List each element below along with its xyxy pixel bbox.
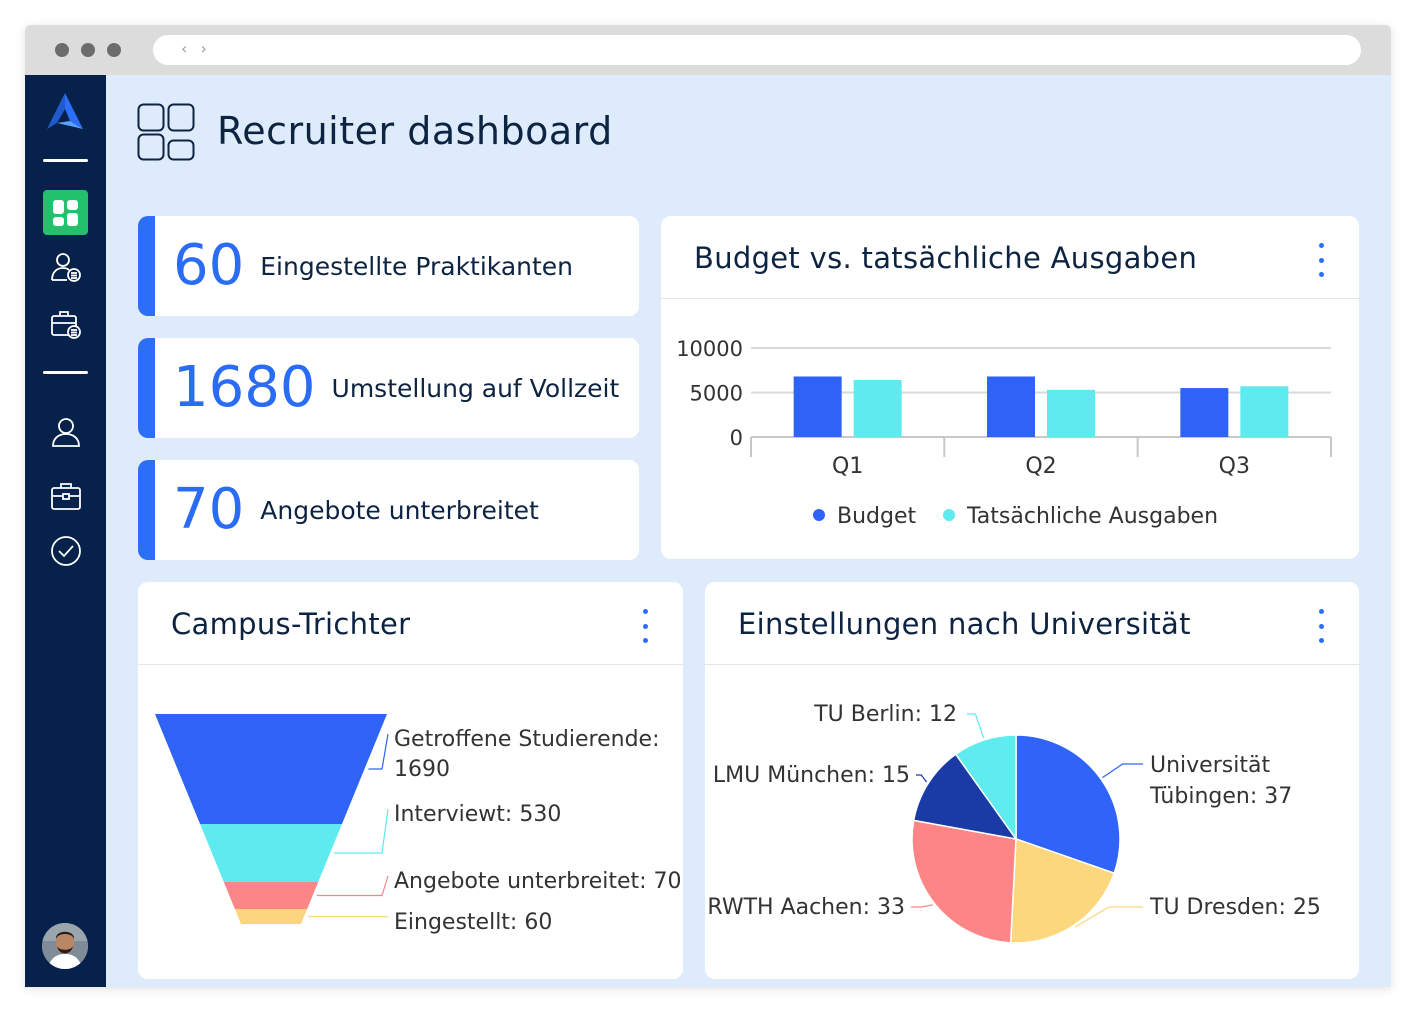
pie-label: RWTH Aachen: 33 [707,895,905,920]
card-divider [138,664,683,665]
legend-marker [943,509,955,521]
user-list-icon [51,253,81,282]
avatar[interactable] [42,923,88,969]
pie-label: Tübingen: 37 [1149,784,1292,809]
pie-connector [911,904,934,908]
university-pie-chart: Universität Tübingen: 37 TU Dresden: 25 RWT… [707,702,1321,944]
window-close-dot[interactable] [55,43,69,57]
kpi-value: 60 [173,233,245,298]
briefcase-list-icon [51,311,81,339]
pie-label: TU Dresden: 25 [1149,895,1321,920]
card-divider [705,664,1359,665]
browser-titlebar: ‹ › [25,25,1391,75]
card-divider [661,298,1359,299]
sidebar-divider [43,371,88,374]
budget-bar-chart: 10000 5000 0 Q1 Q2 Q3 Budget Tatsächliche Ausga… [676,337,1332,529]
campus-funnel-chart: Getroffene Studierende: 1690 Interviewt: 5… [155,714,682,935]
pie-slice [1009,837,1116,944]
bar-budget [793,376,842,437]
funnel-card-title: Campus-Trichter [171,607,411,641]
window-minimize-dot[interactable] [81,43,95,57]
logo-icon[interactable] [45,91,85,135]
funnel-label: Interviewt: 530 [394,802,561,827]
bar-actual [1240,386,1289,437]
sidebar-divider [43,159,88,162]
university-pie-card: Einstellungen nach Universität Universit… [705,582,1359,979]
bar-budget [1180,388,1229,437]
pie-connector [967,713,985,739]
window-maximize-dot[interactable] [107,43,121,57]
funnel-stage [155,714,387,824]
university-card-title: Einstellungen nach Universität [738,607,1191,641]
dashboard-grid-icon [52,199,78,226]
pie-label: TU Berlin: 12 [813,702,957,727]
bar-actual [1047,389,1095,437]
budget-card-menu-icon[interactable] [1317,243,1325,277]
funnel-label: Angebote unterbreitet: 70 [394,869,682,894]
bar-budget [987,376,1035,437]
budget-card-title: Budget vs. tatsächliche Ausgaben [694,241,1198,275]
pie-slice [912,753,1018,841]
university-card-menu-icon[interactable] [1317,609,1325,643]
page-title: Recruiter dashboard [217,109,613,153]
address-bar[interactable]: ‹ › [153,35,1361,65]
pie-connector [916,774,928,783]
nav-arrows-icon[interactable]: ‹ › [181,39,211,58]
funnel-stage [200,824,342,882]
pie-connector [1074,906,1143,928]
y-tick-label: 10000 [676,337,743,361]
legend-label: Budget [837,504,917,529]
pie-label: LMU München: 15 [713,763,910,788]
pie-connector [1102,763,1143,779]
x-tick-label: Q2 [1025,454,1056,479]
pie-slice [1015,734,1121,875]
kpi-label: Angebote unterbreitet [260,495,539,525]
briefcase-icon [51,483,81,510]
sidebar-item-candidates[interactable] [49,250,83,284]
kpi-value: 70 [173,477,245,542]
funnel-connector [334,808,389,854]
kpi-card-fulltime-conversion[interactable]: 1680 Umstellung auf Vollzeit [138,338,639,438]
main-content: Recruiter dashboard 60 Eingestellte Prak… [106,75,1391,987]
pie-slice [911,819,1017,944]
sidebar-item-jobs-list[interactable] [49,307,83,341]
check-circle-icon [51,536,81,566]
sidebar-item-tasks[interactable] [49,534,83,568]
kpi-label: Eingestellte Praktikanten [260,251,574,281]
sidebar-item-profile[interactable] [49,415,83,449]
legend-marker [813,509,825,521]
pie-label: Universität [1150,753,1270,778]
sidebar [25,75,106,987]
funnel-label: 1690 [394,757,450,782]
funnel-label: Eingestellt: 60 [394,910,552,935]
pie-slice [954,734,1017,842]
dashboard-layout-icon [137,103,195,165]
user-icon [52,418,80,447]
kpi-card-interns-hired[interactable]: 60 Eingestellte Praktikanten [138,216,639,316]
x-tick-label: Q1 [832,454,863,479]
funnel-stage [234,909,308,924]
sidebar-item-jobs[interactable] [49,479,83,513]
budget-chart-card: Budget vs. tatsächliche Ausgaben 10000 50… [661,216,1359,559]
funnel-card-menu-icon[interactable] [641,609,649,643]
legend-label: Tatsächliche Ausgaben [966,504,1218,529]
y-tick-label: 5000 [690,382,743,406]
campus-funnel-card: Campus-Trichter Getroffene Studierende: 1… [138,582,683,979]
kpi-value: 1680 [173,355,316,420]
funnel-connector [308,915,389,918]
funnel-stage [223,882,319,909]
funnel-label: Getroffene Studierende: [394,727,660,752]
x-tick-label: Q3 [1219,454,1250,479]
kpi-label: Umstellung auf Vollzeit [331,373,620,403]
kpi-card-offers-made[interactable]: 70 Angebote unterbreitet [138,460,639,560]
browser-window: ‹ › [25,25,1391,987]
bar-actual [853,380,902,437]
funnel-connector [316,875,389,897]
funnel-connector [368,733,389,770]
y-tick-label: 0 [730,426,743,450]
sidebar-item-dashboard[interactable] [43,190,88,235]
